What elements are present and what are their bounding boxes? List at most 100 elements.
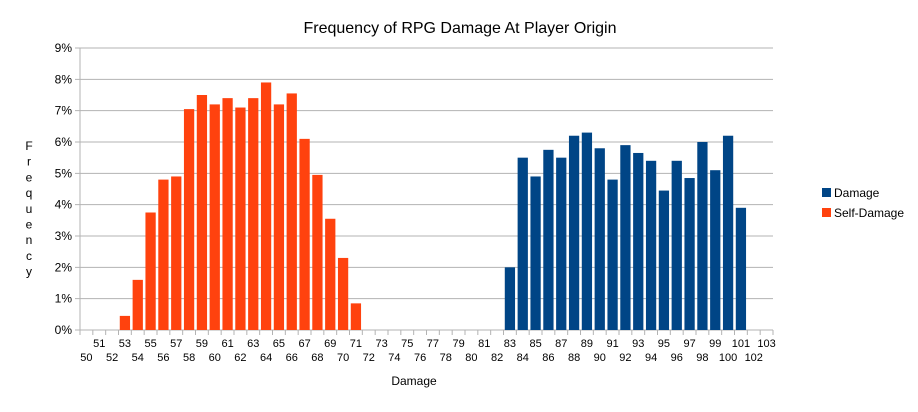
x-tick-label: 100 [719, 352, 737, 364]
x-tick-label: 75 [401, 338, 413, 350]
x-tick-label: 78 [440, 352, 452, 364]
x-tick-label: 87 [555, 338, 567, 350]
bar-self-damage [312, 174, 323, 330]
x-tick-label: 66 [286, 352, 298, 364]
x-tick-label: 53 [119, 338, 131, 350]
x-tick-label: 73 [375, 338, 387, 350]
x-tick-label: 72 [363, 352, 375, 364]
x-tick-label: 54 [132, 352, 144, 364]
bar-self-damage [132, 279, 143, 330]
y-tick-label: 1% [55, 292, 73, 306]
legend-swatch [822, 188, 831, 197]
x-tick-label: 57 [170, 338, 182, 350]
x-tick-label: 52 [106, 352, 118, 364]
x-tick-label: 71 [350, 338, 362, 350]
x-tick-label: 90 [594, 352, 606, 364]
x-tick-label: 101 [732, 338, 750, 350]
x-tick-label: 103 [757, 338, 775, 350]
y-axis-label-letter: q [26, 186, 33, 200]
x-tick-label: 102 [745, 352, 763, 364]
y-tick-label: 6% [55, 135, 73, 149]
x-tick-label: 74 [388, 352, 400, 364]
x-tick-label: 81 [478, 338, 490, 350]
y-tick-label: 9% [55, 41, 73, 55]
x-tick-label: 59 [196, 338, 208, 350]
bar-self-damage [119, 315, 131, 330]
x-tick-label: 82 [491, 352, 503, 364]
bar-self-damage [350, 303, 362, 330]
x-tick-label: 79 [452, 338, 464, 350]
bar-self-damage [286, 93, 297, 330]
y-axis-label: Frequency [25, 139, 32, 279]
x-tick-label: 58 [183, 352, 195, 364]
y-tick-label: 7% [55, 104, 73, 118]
y-tick-label: 2% [55, 260, 73, 274]
bar-self-damage [235, 107, 246, 331]
x-tick-label: 88 [568, 352, 580, 364]
bar-self-damage [273, 104, 285, 331]
bar-damage [594, 148, 605, 330]
y-axis-ticks: 0% 1% 2% 3% 4% 5% 6% 7% 8% 9% [55, 41, 73, 337]
bar-damage [684, 178, 695, 330]
x-axis-ticks: 5051525354555657585960616263646566676869… [79, 330, 776, 364]
x-tick-label: 51 [93, 338, 105, 350]
bar-damage [620, 145, 631, 330]
bar-damage [517, 157, 528, 330]
x-tick-label: 63 [247, 338, 259, 350]
y-tick-label: 5% [55, 166, 73, 180]
y-tick-label: 8% [55, 72, 73, 86]
x-tick-label: 67 [298, 338, 310, 350]
bar-self-damage [337, 257, 349, 330]
x-tick-label: 76 [414, 352, 426, 364]
y-axis-label-letter: e [26, 218, 33, 232]
bar-self-damage [158, 179, 169, 330]
y-axis-label-letter: r [27, 155, 31, 169]
x-tick-label: 91 [606, 338, 618, 350]
bar-damage [633, 152, 644, 330]
x-tick-label: 95 [658, 338, 670, 350]
x-tick-label: 89 [581, 338, 593, 350]
x-tick-label: 93 [632, 338, 644, 350]
y-tick-label: 0% [55, 323, 73, 337]
x-tick-label: 64 [260, 352, 272, 364]
x-axis-label: Damage [391, 374, 437, 388]
bar-self-damage [209, 104, 220, 331]
bar-self-damage [171, 176, 182, 330]
bar-damage [722, 135, 734, 330]
x-tick-label: 69 [324, 338, 336, 350]
y-tick-label: 4% [55, 198, 73, 212]
bar-self-damage [248, 98, 259, 330]
legend-swatch [822, 208, 831, 217]
bar-self-damage [325, 218, 336, 330]
y-axis-label-letter: F [25, 139, 32, 153]
bar-self-damage [222, 98, 233, 330]
bar-damage [568, 135, 580, 330]
bar-damage [735, 207, 747, 330]
bar-self-damage [260, 82, 272, 330]
x-tick-label: 99 [709, 338, 721, 350]
chart-title: Frequency of RPG Damage At Player Origin [303, 20, 616, 37]
x-tick-label: 97 [683, 338, 695, 350]
x-tick-label: 55 [144, 338, 156, 350]
bar-damage [697, 142, 708, 330]
x-tick-label: 94 [645, 352, 657, 364]
x-tick-label: 80 [465, 352, 477, 364]
x-tick-label: 85 [529, 338, 541, 350]
x-tick-label: 84 [517, 352, 529, 364]
legend: Damage Self-Damage [822, 186, 904, 220]
x-tick-label: 70 [337, 352, 349, 364]
legend-label: Self-Damage [834, 206, 904, 220]
bar-damage [645, 160, 657, 330]
bar-damage [556, 157, 567, 330]
y-axis-label-letter: n [26, 233, 33, 247]
x-tick-label: 86 [542, 352, 554, 364]
bar-self-damage [145, 212, 156, 330]
bar-damage [671, 160, 682, 330]
bars [119, 82, 747, 331]
y-axis-label-letter: c [26, 249, 32, 263]
x-tick-label: 92 [619, 352, 631, 364]
bar-damage [658, 190, 670, 330]
y-tick-label: 3% [55, 229, 73, 243]
